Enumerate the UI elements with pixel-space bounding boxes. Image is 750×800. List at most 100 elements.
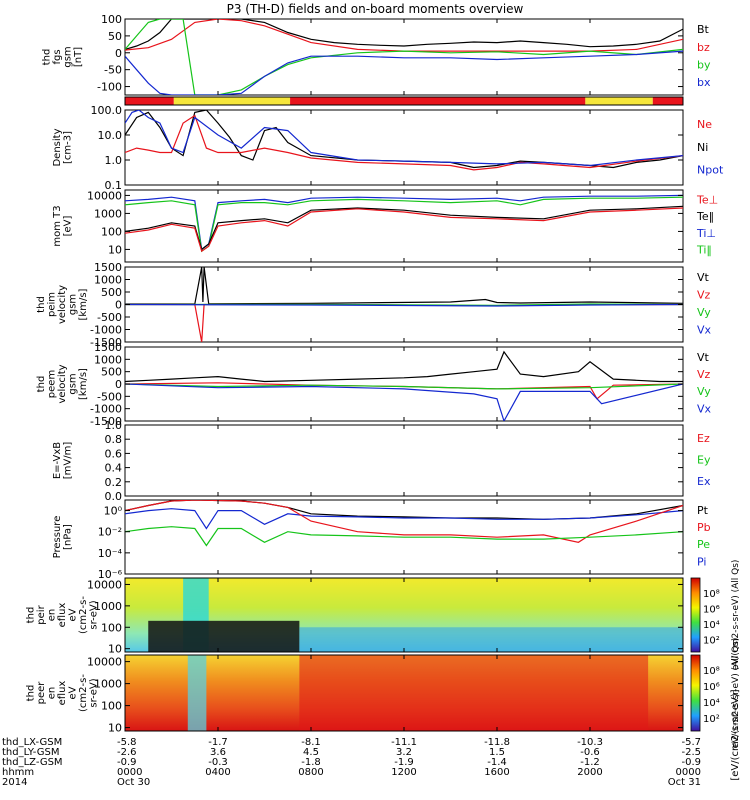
- y-axis-label-line: en: [47, 609, 58, 622]
- y-axis-label-line: thd: [41, 49, 52, 66]
- y-tick-label: 1000: [94, 353, 122, 366]
- colorbar-label: eV/(cm2-s-sr-eV) (All Qs): [731, 560, 741, 671]
- ephemeris-value: -11.8: [484, 737, 510, 748]
- colorbar-tick-label: 10²: [703, 635, 720, 646]
- series-Vt: [125, 267, 683, 305]
- panel-frame: [124, 109, 684, 186]
- ephemeris-value: -1.4: [487, 757, 507, 768]
- series-bx: [125, 50, 683, 95]
- mode-segment-4: [652, 97, 683, 105]
- y-tick-label: 10: [108, 243, 122, 256]
- legend-entry-Te‖: Te‖: [696, 210, 714, 223]
- mode-segment-0: [125, 97, 174, 105]
- y-tick-label: 10⁻²: [98, 526, 122, 539]
- ephemeris-value: -2.5: [681, 747, 701, 758]
- y-axis-label-line: gsm: [62, 46, 73, 67]
- panel-peir_spectrogram: 10000 1000 100 10 thd peir en eflux eV (cm2-s-sr-…: [26, 577, 684, 656]
- colorbar-peir_spectrogram: 10⁸ 10⁶ 10⁴ 10² eV/(cm2-s-sr-eV) (All Qs): [690, 560, 741, 671]
- ephemeris-value: -1.8: [301, 757, 321, 768]
- legend-entry-Npot: Npot: [697, 164, 724, 177]
- legend-entry-Ex: Ex: [697, 475, 711, 488]
- y-axis-label-line: gsm: [68, 373, 79, 394]
- legend-entry-Ti⊥: Ti⊥: [696, 227, 716, 240]
- legend-entry-Vx: Vx: [697, 402, 712, 415]
- y-axis-label-line: mom T3: [52, 205, 63, 246]
- y-tick-label: 10000: [87, 656, 122, 669]
- y-tick-label: 10000: [87, 578, 122, 591]
- ephemeris-value: -1.7: [208, 737, 228, 748]
- ephemeris-value: Oct 30: [117, 777, 150, 788]
- ephemeris-row-label: thd_LX-GSM: [2, 737, 62, 748]
- legend-entry-Vy: Vy: [697, 306, 711, 319]
- y-tick-label: 100: [101, 621, 122, 634]
- series-Vt: [125, 350, 683, 383]
- series-Bt: [125, 19, 683, 50]
- y-axis-label-line: gsm: [68, 294, 79, 315]
- y-axis-label-line: thd: [26, 685, 37, 702]
- y-tick-label: 10: [108, 722, 122, 735]
- ephemeris-row-label: 2014: [2, 777, 27, 788]
- y-tick-label: 1000: [94, 274, 122, 287]
- y-axis-label-line: en: [47, 687, 58, 700]
- series-Npot: [125, 110, 683, 167]
- y-axis-label-line: E=-VxB: [52, 442, 63, 479]
- ephemeris-row-label: thd_LY-GSM: [2, 747, 59, 758]
- mode-segment-3: [585, 97, 653, 105]
- y-tick-label: 1000: [94, 600, 122, 613]
- y-tick-label: 0.6: [105, 447, 123, 460]
- y-axis-label-line: eflux: [57, 603, 68, 628]
- series-Te⊥: [125, 207, 683, 253]
- spectrogram-feature: [148, 620, 300, 652]
- legend-entry-bx: bx: [697, 76, 711, 89]
- ephemeris-value: 0000: [117, 767, 142, 778]
- colorbar-tick-label: 10⁸: [703, 666, 720, 677]
- ephemeris-value: 1200: [391, 767, 416, 778]
- legend-entry-Ti‖: Ti‖: [696, 244, 712, 257]
- panel-peer_spectrogram: 10000 1000 100 10 thd peer en eflux eV (cm2-s-sr-…: [26, 654, 684, 735]
- y-tick-label: -100: [97, 81, 122, 94]
- legend-entry-Vt: Vt: [697, 351, 710, 364]
- y-tick-label: 10: [108, 643, 122, 656]
- y-axis-label-line: [nPa]: [62, 524, 73, 550]
- ephemeris-value: 1600: [484, 767, 509, 778]
- legend-entry-Pb: Pb: [697, 521, 711, 534]
- series-Pe: [125, 526, 683, 547]
- y-axis-label-line: sr-eV): [89, 600, 100, 629]
- legend-entry-bz: bz: [697, 41, 710, 54]
- y-tick-label: 100.0: [91, 104, 123, 117]
- legend-entry-Vx: Vx: [697, 323, 712, 336]
- y-axis-label-line: thd: [36, 296, 47, 313]
- y-axis-label-line: [km/s]: [78, 288, 89, 320]
- y-axis-label-line: peer: [36, 681, 47, 705]
- y-tick-label: 0: [115, 299, 122, 312]
- ephemeris-value: 0400: [205, 767, 230, 778]
- colorbar-tick-label: 10⁸: [703, 589, 720, 600]
- colorbar-peer_spectrogram: 10⁸ 10⁶ 10⁴ 10² eV/(cm2-s-sr-eV) (All Qs): [690, 638, 741, 748]
- mode-segment-2: [290, 97, 586, 105]
- y-tick-label: -500: [97, 390, 122, 403]
- y-tick-label: 0: [115, 47, 122, 60]
- ephemeris-value: -2.6: [117, 747, 137, 758]
- y-tick-label: 100: [101, 13, 122, 26]
- y-axis-label-line: sr-eV): [89, 678, 100, 707]
- y-axis-label-line: thd: [36, 376, 47, 393]
- series-Vx: [125, 303, 683, 307]
- colorbar-tick-label: 10⁴: [703, 698, 720, 709]
- series-Te‖: [125, 205, 683, 251]
- y-axis-label-line: eflux: [57, 681, 68, 706]
- panel-efield: 1.00.80.6 0.40.20.0 E=-VxB [mV/m] Ez Ey Ex: [52, 419, 711, 503]
- ephemeris-table: thd_LX-GSM -5.8 -1.7 -8.1 -11.1 -11.8 -10.3 -5.…: [2, 737, 701, 788]
- y-tick-label: 500: [101, 366, 122, 379]
- legend-entry-Ne: Ne: [697, 118, 712, 131]
- panel-pressure: 10⁰ 10⁻² 10⁻⁴ 10⁻⁶ Pressure [nPa] Pt Pb Pe Pi: [52, 499, 711, 581]
- y-tick-label: -1000: [90, 324, 122, 337]
- ephemeris-value: Oct 31: [668, 777, 701, 788]
- legend-entry-Pe: Pe: [697, 538, 710, 551]
- y-tick-label: 10⁻⁴: [98, 547, 123, 560]
- y-tick-label: 1.0: [105, 419, 123, 432]
- ephemeris-row-label: thd_LZ-GSM: [2, 757, 63, 768]
- legend-entry-by: by: [697, 58, 711, 71]
- panel-frame: [124, 18, 684, 96]
- ephemeris-value: -1.9: [394, 757, 414, 768]
- panel-density: 100.0 10.0 1.0 0.1 Density [cm-3] Ne Ni Npot: [52, 104, 724, 192]
